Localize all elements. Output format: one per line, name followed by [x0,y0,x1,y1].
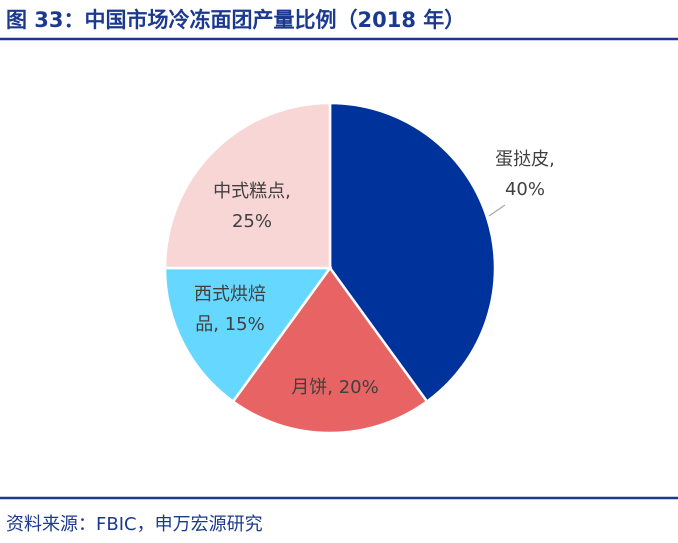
data-label: 蛋挞皮, 40% [495,149,555,200]
chart-title: 图 33：中国市场冷冻面团产量比例（2018 年） [6,8,466,32]
data-label: 月饼, 20% [291,377,379,398]
pie-slice [163,101,332,270]
leader-line [488,204,506,217]
data-label: 中式糕点, 25% [213,181,291,232]
pie-slice [163,266,333,404]
pie-slice [231,265,429,435]
data-label: 西式烘焙品, 15% [194,284,266,335]
source-note: 资料来源：FBIC，申万宏源研究 [6,514,263,535]
pie-slice [328,101,497,404]
